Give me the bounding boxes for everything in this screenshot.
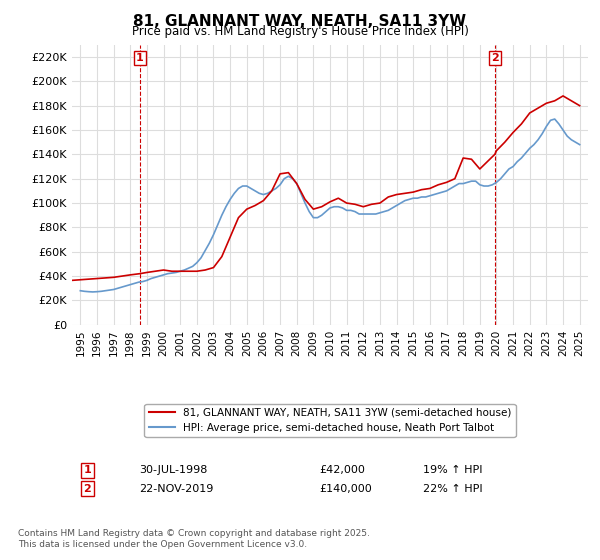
Text: £140,000: £140,000 bbox=[320, 484, 373, 493]
Text: 22-NOV-2019: 22-NOV-2019 bbox=[139, 484, 214, 493]
Text: 30-JUL-1998: 30-JUL-1998 bbox=[139, 465, 208, 475]
Text: 19% ↑ HPI: 19% ↑ HPI bbox=[423, 465, 482, 475]
Text: 2: 2 bbox=[83, 484, 91, 493]
Text: 1: 1 bbox=[83, 465, 91, 475]
Text: 81, GLANNANT WAY, NEATH, SA11 3YW: 81, GLANNANT WAY, NEATH, SA11 3YW bbox=[133, 14, 467, 29]
Text: 22% ↑ HPI: 22% ↑ HPI bbox=[423, 484, 482, 493]
Text: £42,000: £42,000 bbox=[320, 465, 365, 475]
Text: 1: 1 bbox=[136, 53, 144, 63]
Text: 2: 2 bbox=[491, 53, 499, 63]
Legend: 81, GLANNANT WAY, NEATH, SA11 3YW (semi-detached house), HPI: Average price, sem: 81, GLANNANT WAY, NEATH, SA11 3YW (semi-… bbox=[145, 404, 515, 437]
Text: Price paid vs. HM Land Registry's House Price Index (HPI): Price paid vs. HM Land Registry's House … bbox=[131, 25, 469, 38]
Text: Contains HM Land Registry data © Crown copyright and database right 2025.
This d: Contains HM Land Registry data © Crown c… bbox=[18, 529, 370, 549]
